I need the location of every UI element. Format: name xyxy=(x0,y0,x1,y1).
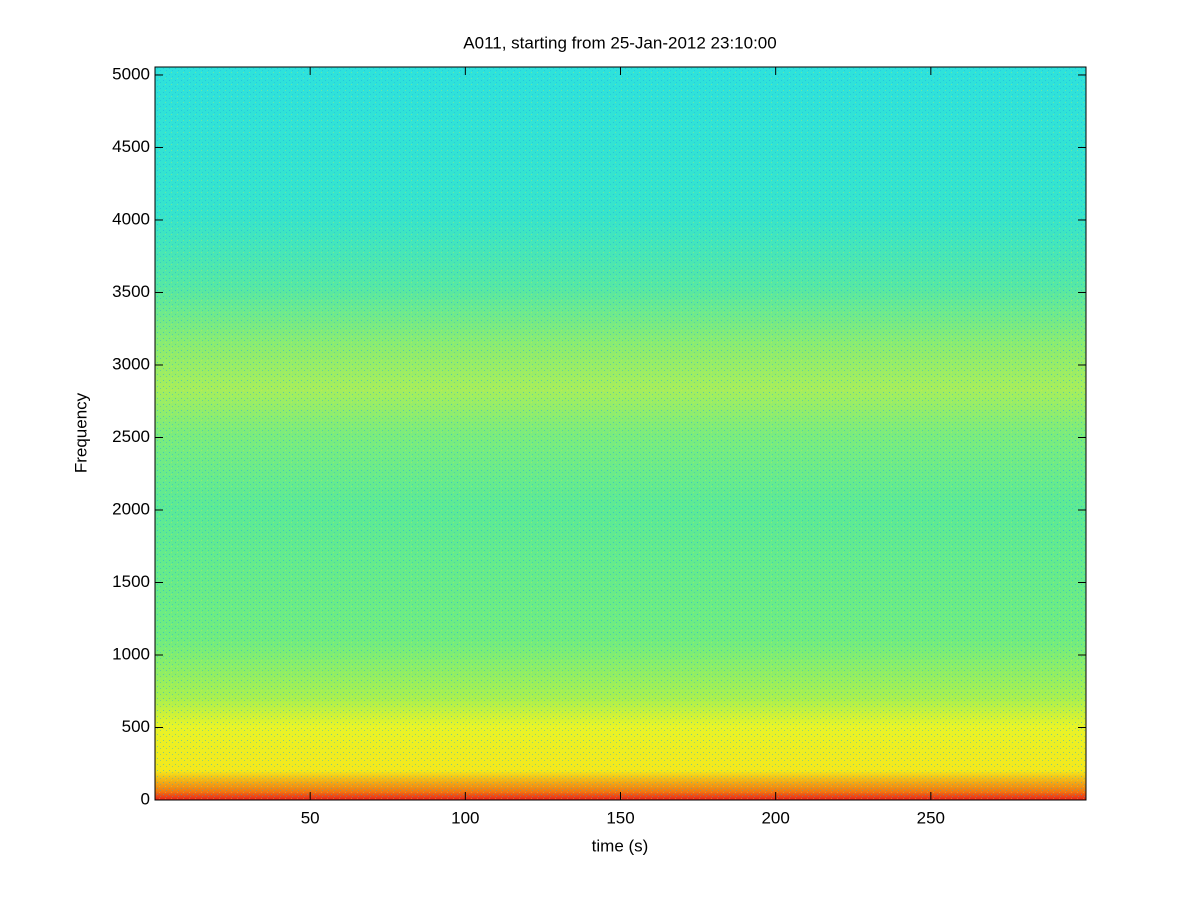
y-tick-label: 3000 xyxy=(112,354,150,373)
y-tick-label: 5000 xyxy=(112,64,150,83)
x-tick-label: 50 xyxy=(301,808,320,827)
x-tick-label: 200 xyxy=(761,808,789,827)
y-tick-label: 2500 xyxy=(112,427,150,446)
x-tick-label: 250 xyxy=(917,808,945,827)
spectrogram-texture xyxy=(155,67,1086,800)
y-tick-label: 0 xyxy=(141,789,150,808)
y-tick-label: 500 xyxy=(122,717,150,736)
x-tick-label: 100 xyxy=(451,808,479,827)
y-tick-label: 1000 xyxy=(112,644,150,663)
plot-area xyxy=(154,66,1087,801)
y-tick-label: 1500 xyxy=(112,572,150,591)
x-axis-label: time (s) xyxy=(592,836,649,855)
y-axis-label: Frequency xyxy=(71,392,90,473)
y-tick-label: 4000 xyxy=(112,209,150,228)
x-tick-label: 150 xyxy=(606,808,634,827)
chart-title: A011, starting from 25-Jan-2012 23:10:00 xyxy=(463,33,776,52)
y-tick-label: 2000 xyxy=(112,499,150,518)
y-tick-label: 3500 xyxy=(112,282,150,301)
y-tick-label: 4500 xyxy=(112,137,150,156)
